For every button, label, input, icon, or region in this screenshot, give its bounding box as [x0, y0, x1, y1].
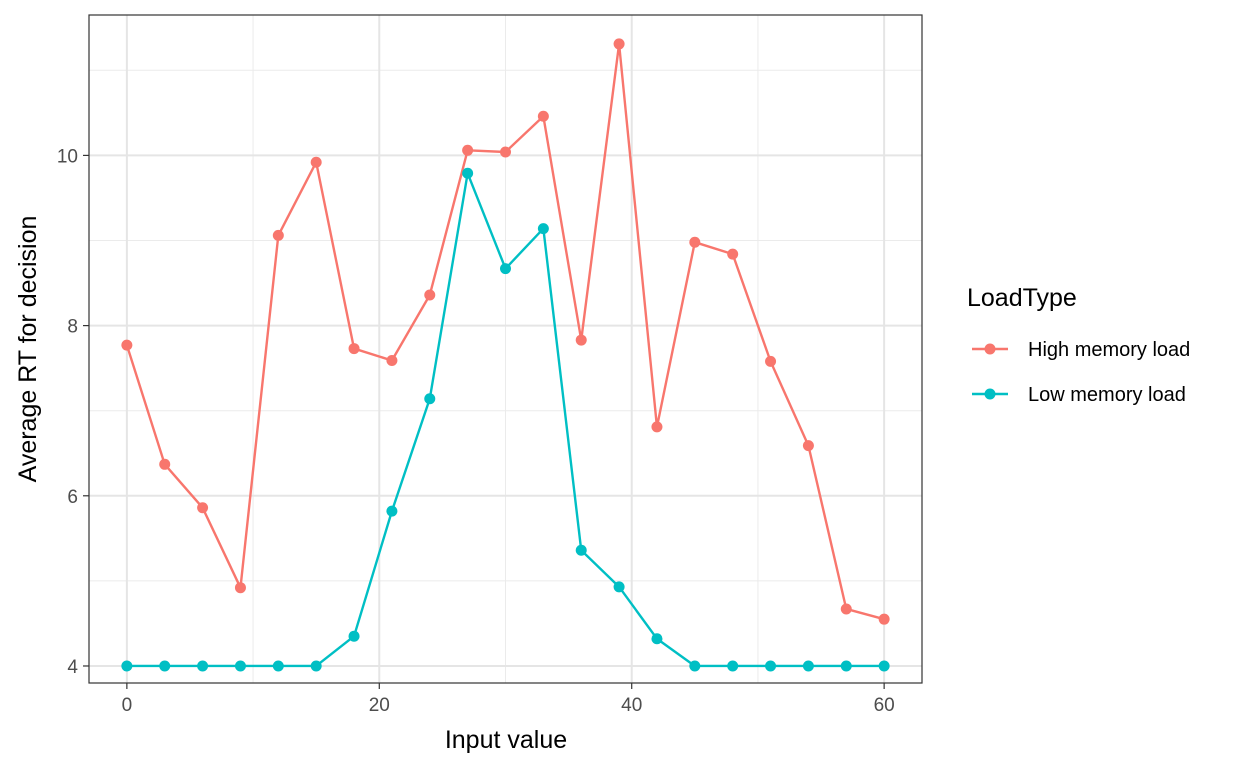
y-tick-label: 6 — [67, 487, 78, 508]
data-point — [878, 660, 890, 672]
data-point — [197, 660, 209, 672]
x-tick-label: 40 — [621, 695, 642, 716]
data-point — [802, 440, 814, 452]
data-point — [121, 339, 133, 351]
x-tick-label: 60 — [874, 695, 895, 716]
data-point — [613, 581, 625, 593]
y-axis-title: Average RT for decision — [14, 216, 42, 483]
data-point — [575, 334, 587, 346]
data-point — [500, 263, 511, 275]
legend-label: High memory load — [1028, 339, 1190, 361]
data-point — [424, 289, 436, 301]
legend-key-point — [984, 388, 996, 400]
series-high-memory-load — [121, 38, 890, 625]
data-point — [424, 393, 436, 405]
series-layer — [121, 38, 890, 672]
data-point — [234, 660, 246, 672]
data-point — [159, 458, 171, 470]
data-point — [840, 660, 852, 672]
data-point — [121, 660, 133, 672]
data-point — [159, 660, 171, 672]
data-point — [765, 660, 777, 672]
data-point — [727, 660, 739, 672]
data-point — [272, 660, 284, 672]
x-axis-title: Input value — [445, 726, 567, 754]
panel-border — [88, 14, 923, 684]
data-point — [878, 613, 890, 625]
data-point — [689, 236, 701, 248]
legend-key-point — [984, 343, 996, 355]
data-point — [310, 660, 322, 672]
data-point — [234, 582, 246, 594]
legend-item: High memory load — [972, 339, 1190, 361]
data-point — [651, 421, 663, 433]
y-tick-label: 8 — [67, 317, 78, 338]
data-point — [802, 660, 814, 672]
data-point — [537, 223, 549, 235]
y-tick-label: 10 — [57, 146, 78, 167]
minor-gridlines — [89, 15, 922, 683]
data-point — [613, 38, 625, 50]
data-point — [462, 144, 474, 156]
data-point — [386, 505, 398, 517]
data-point — [272, 229, 284, 241]
x-tick-label: 20 — [369, 695, 390, 716]
data-point — [462, 167, 474, 179]
data-point — [500, 146, 511, 158]
series-low-memory-load — [121, 167, 890, 672]
legend: LoadType High memory load Low memory load — [967, 284, 1190, 406]
data-point — [765, 355, 777, 367]
data-point — [197, 502, 209, 514]
data-point — [348, 630, 360, 642]
legend-item: Low memory load — [972, 384, 1186, 406]
data-point — [537, 110, 549, 122]
data-point — [310, 156, 322, 168]
data-point — [727, 248, 739, 260]
y-tick-label: 4 — [67, 657, 78, 678]
legend-label: Low memory load — [1028, 384, 1186, 406]
axis-ticks: 0 20 40 60 4 6 8 10 — [57, 146, 895, 716]
data-point — [386, 354, 398, 366]
x-tick-label: 0 — [122, 695, 133, 716]
data-point — [575, 544, 587, 556]
data-point — [651, 633, 663, 645]
data-point — [689, 660, 701, 672]
legend-title: LoadType — [967, 284, 1077, 312]
data-point — [348, 343, 360, 355]
data-point — [840, 603, 852, 615]
